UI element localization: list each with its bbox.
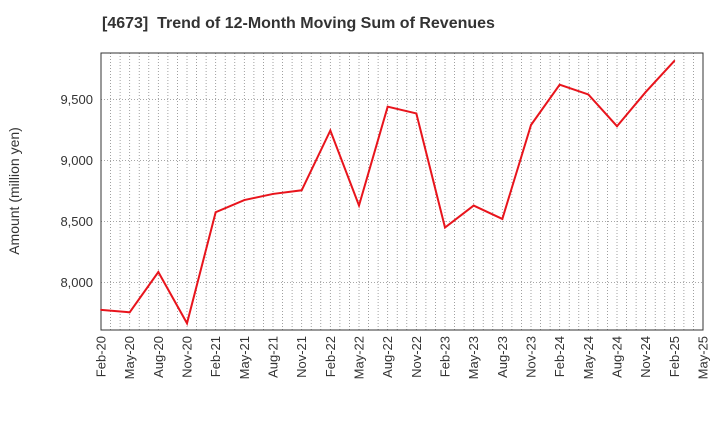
x-tick-label: Nov-23 [524, 336, 539, 378]
data-point [616, 125, 618, 128]
x-tick-label: Nov-20 [180, 336, 195, 378]
y-tick-label: 8,500 [60, 214, 93, 229]
data-point [415, 112, 418, 115]
x-tick-label: Feb-24 [552, 336, 567, 377]
chart-title: [4673] Trend of 12-Month Moving Sum of R… [102, 15, 495, 32]
x-tick-labels: Feb-20 May-20 Aug-20 Nov-20 Feb-21 May-21 Aug-… [94, 336, 711, 379]
y-tick-label: 9,500 [60, 92, 93, 107]
x-tick-label: Feb-25 [667, 336, 682, 377]
y-tick-labels: 8,000 8,500 9,000 9,500 [60, 92, 93, 290]
data-point [444, 226, 446, 229]
x-tick-label: May-23 [466, 336, 481, 379]
data-point [472, 204, 475, 207]
x-tick-label: Feb-23 [438, 336, 453, 377]
data-point [272, 193, 274, 195]
x-tick-label: May-21 [237, 336, 252, 379]
data-point [329, 129, 332, 132]
data-point [214, 211, 217, 214]
data-point [386, 105, 389, 108]
y-tick-label: 9,000 [60, 153, 93, 168]
x-tick-label: May-24 [581, 336, 596, 379]
data-point [243, 199, 246, 201]
data-point [128, 311, 131, 314]
y-tick-label: 8,000 [60, 275, 93, 290]
plot-area [100, 52, 704, 331]
x-tick-label: Nov-22 [409, 336, 424, 378]
x-tick-label: Nov-24 [638, 336, 653, 378]
x-tick-label: May-25 [696, 336, 711, 379]
data-point [501, 218, 504, 220]
x-tick-label: Feb-22 [323, 336, 338, 377]
x-tick-label: May-22 [352, 336, 367, 379]
x-tick-label: Aug-20 [151, 336, 166, 378]
data-point [644, 91, 647, 93]
series-line [100, 60, 676, 326]
data-point [558, 83, 561, 86]
data-point [186, 322, 188, 325]
x-tick-label: Nov-21 [294, 336, 309, 378]
x-tick-label: Feb-21 [208, 336, 223, 377]
x-tick-label: Aug-24 [610, 336, 625, 378]
y-axis-title: Amount (million yen) [6, 127, 22, 255]
data-point [530, 124, 532, 126]
x-tick-label: Aug-22 [380, 336, 395, 378]
data-point [100, 308, 102, 311]
data-point [673, 60, 676, 62]
x-tick-label: Feb-20 [94, 336, 109, 377]
series-layer [100, 60, 676, 326]
x-tick-label: Aug-23 [495, 336, 510, 378]
x-tick-label: May-20 [122, 336, 137, 379]
grid-lines [101, 53, 703, 330]
data-point [157, 271, 160, 273]
x-tick-label: Aug-21 [266, 336, 281, 378]
data-point [587, 93, 590, 96]
data-point [300, 189, 303, 192]
data-point [358, 204, 360, 207]
